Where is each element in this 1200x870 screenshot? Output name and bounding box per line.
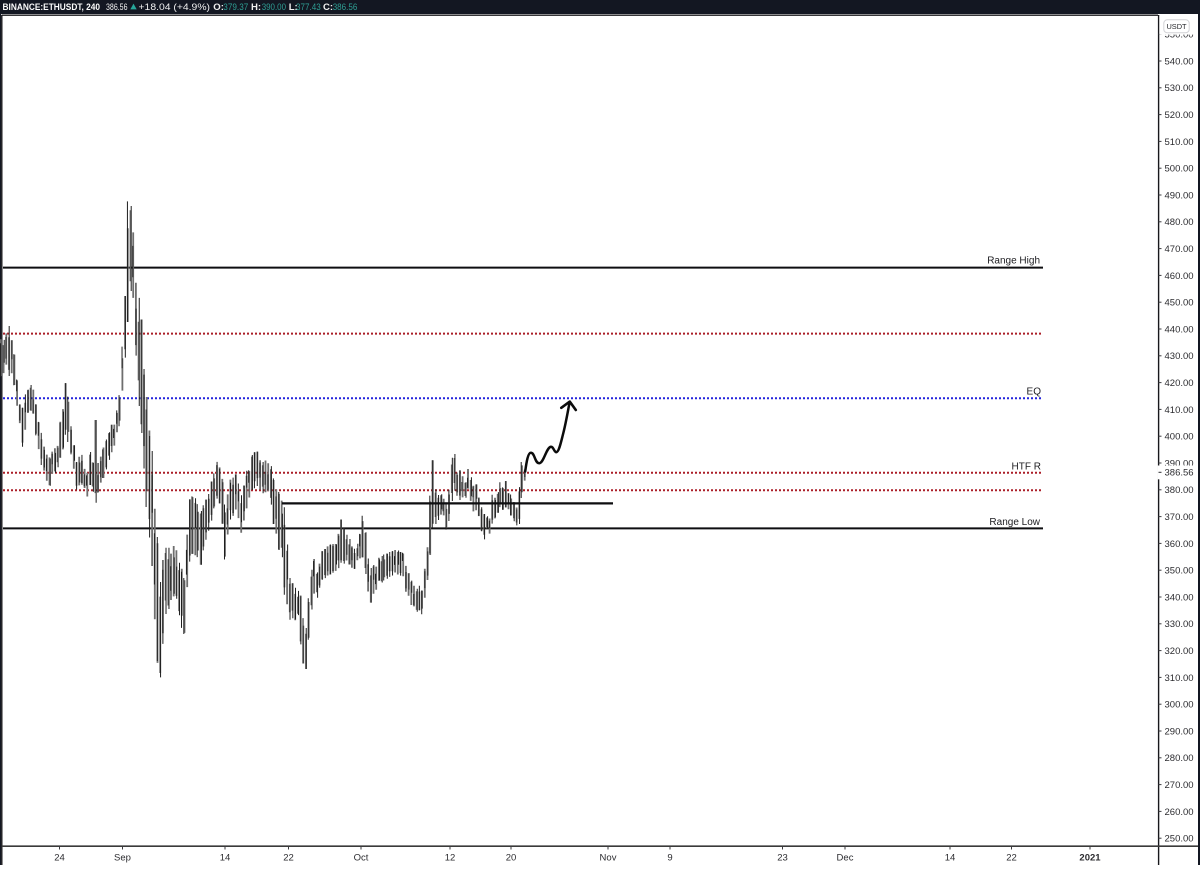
svg-text:460.00: 460.00 bbox=[1165, 271, 1194, 282]
svg-text:Dec: Dec bbox=[837, 853, 854, 864]
svg-text:Sep: Sep bbox=[114, 853, 131, 864]
svg-text:500.00: 500.00 bbox=[1165, 164, 1194, 175]
svg-text:300.00: 300.00 bbox=[1165, 700, 1194, 711]
svg-text:377.43: 377.43 bbox=[296, 2, 321, 13]
svg-text:290.00: 290.00 bbox=[1165, 726, 1194, 737]
svg-text:12: 12 bbox=[445, 853, 456, 864]
svg-text:400.00: 400.00 bbox=[1165, 432, 1194, 443]
svg-text:Oct: Oct bbox=[354, 853, 369, 864]
svg-text:360.00: 360.00 bbox=[1165, 539, 1194, 550]
svg-text:390.00: 390.00 bbox=[262, 2, 286, 13]
svg-text:Range Low: Range Low bbox=[989, 517, 1040, 528]
svg-text:480.00: 480.00 bbox=[1165, 217, 1194, 228]
svg-text:22: 22 bbox=[283, 853, 294, 864]
svg-text:HTF R: HTF R bbox=[1012, 462, 1041, 473]
svg-text:490.00: 490.00 bbox=[1165, 190, 1194, 201]
svg-text:280.00: 280.00 bbox=[1165, 753, 1194, 764]
svg-text:540.00: 540.00 bbox=[1165, 56, 1194, 67]
svg-text:270.00: 270.00 bbox=[1165, 780, 1194, 791]
svg-text:430.00: 430.00 bbox=[1165, 351, 1194, 362]
svg-text:320.00: 320.00 bbox=[1165, 646, 1194, 657]
svg-text:22: 22 bbox=[1006, 853, 1017, 864]
svg-text:23: 23 bbox=[777, 853, 788, 864]
svg-text:386.56: 386.56 bbox=[333, 2, 358, 13]
svg-text:Nov: Nov bbox=[600, 853, 617, 864]
svg-text:24: 24 bbox=[54, 853, 65, 864]
svg-text:510.00: 510.00 bbox=[1165, 137, 1194, 148]
svg-text:386.56: 386.56 bbox=[106, 2, 128, 13]
svg-text:390.00: 390.00 bbox=[1165, 458, 1194, 469]
svg-text:370.00: 370.00 bbox=[1165, 512, 1194, 523]
svg-text:450.00: 450.00 bbox=[1165, 298, 1194, 309]
svg-text:260.00: 260.00 bbox=[1165, 807, 1194, 818]
svg-text:C:: C: bbox=[323, 2, 333, 13]
svg-text:USDT: USDT bbox=[1166, 22, 1187, 31]
svg-text:410.00: 410.00 bbox=[1165, 405, 1194, 416]
svg-text:350.00: 350.00 bbox=[1165, 566, 1194, 577]
svg-text:380.00: 380.00 bbox=[1165, 485, 1194, 496]
svg-text:9: 9 bbox=[667, 853, 672, 864]
svg-text:L:: L: bbox=[289, 2, 298, 13]
svg-text:470.00: 470.00 bbox=[1165, 244, 1194, 255]
svg-text:520.00: 520.00 bbox=[1165, 110, 1194, 121]
svg-text:+18.04 (+4.9%): +18.04 (+4.9%) bbox=[139, 2, 211, 13]
svg-text:O:: O: bbox=[213, 2, 224, 13]
svg-text:330.00: 330.00 bbox=[1165, 619, 1194, 630]
svg-text:550.00: 550.00 bbox=[1165, 30, 1194, 41]
svg-text:340.00: 340.00 bbox=[1165, 592, 1194, 603]
svg-text:310.00: 310.00 bbox=[1165, 673, 1194, 684]
svg-text:440.00: 440.00 bbox=[1165, 324, 1194, 335]
svg-text:386.56: 386.56 bbox=[1165, 468, 1194, 479]
svg-text:420.00: 420.00 bbox=[1165, 378, 1194, 389]
svg-text:20: 20 bbox=[506, 853, 517, 864]
svg-text:530.00: 530.00 bbox=[1165, 83, 1194, 94]
svg-text:14: 14 bbox=[220, 853, 231, 864]
svg-text:2021: 2021 bbox=[1079, 853, 1101, 864]
svg-text:14: 14 bbox=[945, 853, 956, 864]
svg-text:H:: H: bbox=[251, 2, 261, 13]
svg-text:BINANCE:ETHUSDT, 240: BINANCE:ETHUSDT, 240 bbox=[3, 2, 101, 13]
svg-text:EQ: EQ bbox=[1027, 387, 1042, 398]
svg-text:379.37: 379.37 bbox=[223, 2, 248, 13]
svg-text:250.00: 250.00 bbox=[1165, 834, 1194, 845]
svg-text:Range High: Range High bbox=[987, 256, 1040, 267]
